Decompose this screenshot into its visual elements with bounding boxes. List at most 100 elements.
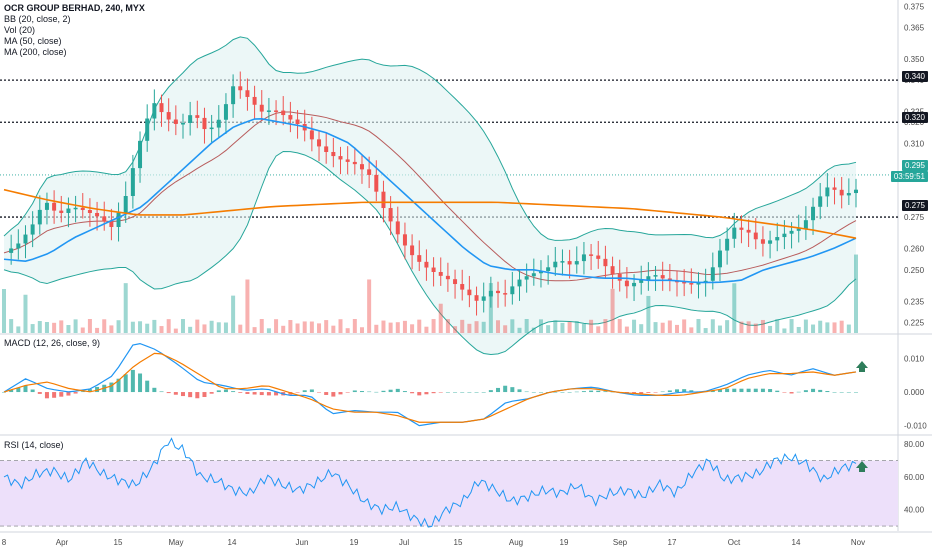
- volume-bar: [589, 319, 594, 333]
- macd-histogram-bar: [589, 390, 594, 393]
- candle-body: [188, 115, 193, 123]
- volume-bar: [274, 319, 279, 333]
- price-tick-label: 0.365: [904, 23, 925, 32]
- candle-body: [209, 127, 214, 130]
- volume-bar: [753, 323, 758, 333]
- macd-histogram-bar: [603, 391, 608, 393]
- macd-tick-label: 0.010: [904, 354, 925, 363]
- macd-histogram-bar: [496, 387, 501, 393]
- macd-histogram-bar: [803, 390, 808, 393]
- volume-bar: [438, 303, 443, 333]
- macd-histogram-bar: [538, 392, 543, 393]
- macd-histogram-bar: [388, 389, 393, 393]
- macd-histogram-bar: [725, 388, 730, 393]
- volume-bar: [302, 321, 307, 333]
- macd-histogram-bar: [59, 392, 64, 397]
- candle-body: [317, 139, 322, 147]
- candle-body: [288, 115, 293, 120]
- macd-legend: MACD (12, 26, close, 9): [4, 338, 100, 349]
- volume-bar: [675, 324, 680, 333]
- candle-body: [37, 209, 42, 225]
- volume-bar: [209, 320, 214, 333]
- volume-bar: [717, 325, 722, 333]
- macd-histogram-bar: [216, 390, 221, 393]
- candle-body: [402, 234, 407, 246]
- volume-bar: [395, 322, 400, 333]
- volume-bar: [130, 321, 135, 333]
- volume-bar: [696, 319, 701, 333]
- candle-body: [52, 202, 57, 211]
- candle-body: [16, 243, 21, 249]
- macd-histogram-bar: [653, 392, 658, 393]
- candle-body: [116, 212, 121, 228]
- macd-histogram-bar: [173, 392, 178, 395]
- volume-bar: [538, 319, 543, 333]
- macd-histogram-bar: [367, 391, 372, 393]
- macd-histogram-bar: [202, 392, 207, 397]
- candle-body: [660, 275, 665, 279]
- macd-histogram-bar: [488, 390, 493, 393]
- volume-bar: [44, 322, 49, 333]
- rsi-tick-label: 40.00: [904, 506, 925, 515]
- macd-histogram-bar: [431, 392, 436, 394]
- candle-body: [381, 191, 386, 209]
- candle-body: [589, 254, 594, 256]
- volume-bar: [59, 320, 64, 333]
- candle-body: [109, 221, 114, 228]
- candle-body: [854, 189, 858, 194]
- volume-bar: [166, 319, 171, 333]
- macd-histogram-bar: [266, 392, 271, 396]
- macd-histogram-bar: [30, 389, 35, 393]
- volume-bar: [639, 324, 644, 333]
- volume-bar: [245, 279, 250, 333]
- macd-histogram-bar: [553, 392, 558, 393]
- candle-body: [352, 161, 357, 165]
- macd-histogram-bar: [632, 392, 637, 394]
- volume-bar: [331, 325, 336, 333]
- macd-histogram-bar: [16, 387, 21, 393]
- volume-bar: [252, 327, 257, 333]
- volume-bar: [610, 288, 615, 333]
- macd-histogram-bar: [825, 391, 830, 393]
- volume-bar: [488, 283, 493, 333]
- time-axis-label: 14: [228, 538, 237, 547]
- macd-histogram-bar: [682, 389, 687, 393]
- macd-histogram-bar: [410, 392, 415, 394]
- macd-histogram-bar: [503, 385, 508, 393]
- macd-histogram-bar: [839, 392, 844, 393]
- macd-histogram-bar: [66, 392, 71, 396]
- candle-body: [610, 266, 615, 274]
- volume-bar: [760, 319, 765, 333]
- time-axis-label: Oct: [728, 538, 741, 547]
- candle-body: [803, 220, 808, 229]
- macd-histogram-bar: [352, 390, 357, 393]
- bollinger-lower: [3, 151, 857, 356]
- macd-histogram-bar: [116, 378, 121, 393]
- macd-histogram-bar: [753, 388, 758, 393]
- volume-bar: [345, 328, 350, 333]
- volume-bar: [624, 326, 629, 333]
- macd-histogram-bar: [166, 392, 171, 394]
- time-axis-label: 19: [350, 538, 359, 547]
- candle-body: [274, 110, 279, 112]
- macd-histogram-bar: [453, 392, 458, 393]
- legend-ma200: MA (200, close): [4, 47, 67, 57]
- macd-histogram-bar: [245, 392, 250, 394]
- rsi-up-arrow: [856, 461, 868, 472]
- candle-body: [517, 279, 522, 287]
- macd-histogram-bar: [80, 391, 85, 393]
- candle-body: [553, 261, 558, 268]
- candle-body: [138, 140, 143, 169]
- macd-histogram-bar: [138, 373, 143, 393]
- macd-histogram-bar: [811, 388, 816, 393]
- candle-body: [331, 151, 336, 157]
- candle-body: [746, 229, 751, 233]
- volume-bar: [338, 319, 343, 333]
- price-tick-label: 0.225: [904, 318, 925, 327]
- volume-bar: [87, 319, 92, 333]
- volume-bar: [818, 320, 823, 333]
- candle-body: [80, 207, 85, 211]
- macd-histogram-bar: [775, 390, 780, 393]
- candle-body: [295, 119, 300, 124]
